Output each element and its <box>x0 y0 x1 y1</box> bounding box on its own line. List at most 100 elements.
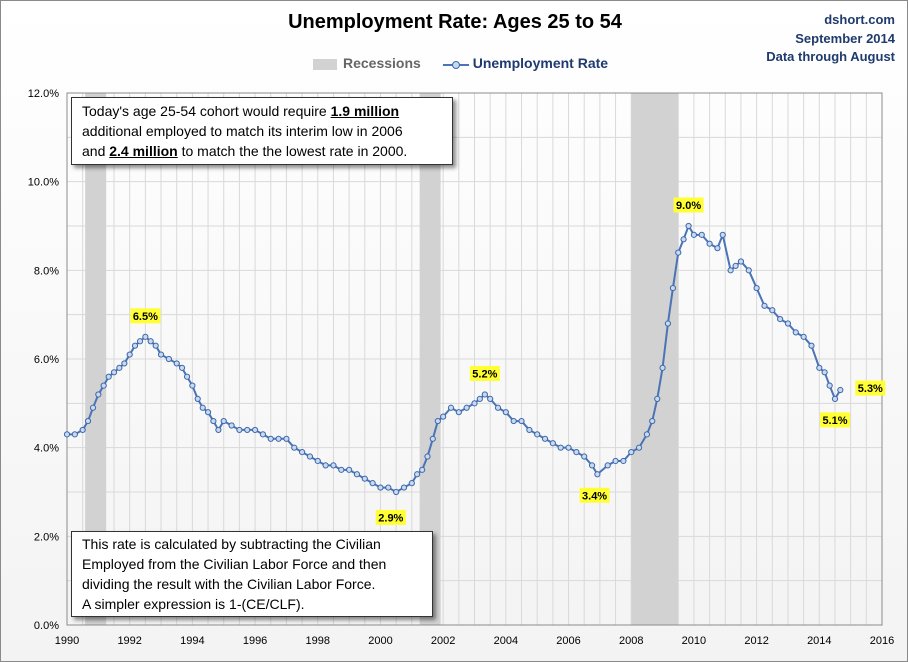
x-tick-label: 1994 <box>180 635 204 647</box>
data-point <box>792 329 799 336</box>
data-point <box>116 364 123 371</box>
value-callout: 9.0% <box>673 197 704 213</box>
data-point <box>769 307 776 314</box>
data-point <box>690 231 698 238</box>
data-point <box>434 417 441 425</box>
data-point <box>121 360 128 367</box>
data-point <box>393 488 400 496</box>
data-point <box>79 426 86 434</box>
data-point <box>244 426 251 434</box>
callout-background <box>130 308 161 324</box>
data-point <box>654 395 661 402</box>
callout-background <box>855 380 886 396</box>
callout-label: 2.9% <box>378 512 403 524</box>
x-tick-label: 1996 <box>243 635 267 647</box>
note-bottom-line-1: This rate is calculated by subtracting t… <box>82 536 381 552</box>
note-top-line-1: Today's age 25-54 cohort would require 1… <box>82 101 446 121</box>
data-point <box>400 484 408 491</box>
data-point <box>178 364 186 371</box>
data-point <box>664 320 672 327</box>
data-point <box>784 320 792 327</box>
data-point <box>549 440 556 447</box>
data-point <box>831 395 839 402</box>
x-tick-label: 2010 <box>682 635 706 647</box>
data-point <box>306 453 314 460</box>
data-point <box>199 404 206 411</box>
data-point <box>534 431 541 438</box>
data-point <box>429 435 436 442</box>
data-point <box>275 435 282 442</box>
data-point <box>105 373 112 380</box>
note-box-top: Today's age 25-54 cohort would require 1… <box>71 97 453 165</box>
data-point <box>71 431 78 438</box>
x-tick-label: 1990 <box>55 635 79 647</box>
data-point <box>800 333 807 340</box>
data-point <box>215 426 222 434</box>
data-point <box>131 342 139 349</box>
data-point <box>732 262 739 269</box>
data-point <box>604 462 611 469</box>
callout-background <box>469 365 500 381</box>
data-point <box>821 369 828 376</box>
data-point <box>494 404 502 411</box>
data-point <box>659 364 666 371</box>
data-point <box>777 316 784 323</box>
chart-title: Unemployment Rate: Ages 25 to 54 <box>288 11 622 33</box>
data-point <box>136 338 144 345</box>
data-point <box>588 462 596 469</box>
publication-date: September 2014 <box>795 31 895 46</box>
data-point <box>330 462 337 469</box>
data-point <box>649 417 656 425</box>
y-tick-label: 10.0% <box>28 177 59 189</box>
data-point <box>220 417 227 425</box>
data-point <box>63 431 71 438</box>
x-tick-label: 2016 <box>870 635 894 647</box>
callout-background <box>579 487 610 503</box>
legend-item-rate: Unemployment Rate <box>442 55 608 71</box>
data-point <box>189 382 196 389</box>
axis-tick-labels: 1990 1992 1994 1996 1998 2000 2002 2004 2006 2008… <box>28 88 894 647</box>
value-callout: 5.2% <box>469 365 500 381</box>
data-point <box>698 231 705 238</box>
data-point <box>581 453 588 460</box>
value-callout: 5.1% <box>819 412 850 428</box>
x-tick-label: 2004 <box>494 635 518 647</box>
callout-label: 5.1% <box>822 415 847 427</box>
recession-band <box>419 93 441 625</box>
data-point <box>228 422 235 429</box>
data-point <box>424 453 431 460</box>
source-label: dshort.com <box>824 12 895 27</box>
recession-swatch-icon <box>313 59 337 71</box>
data-point <box>745 267 752 274</box>
data-point <box>126 351 133 358</box>
data-point <box>753 284 760 292</box>
data-point <box>487 395 494 402</box>
data-point <box>110 369 118 376</box>
x-tick-label: 2012 <box>744 635 768 647</box>
data-coverage: Data through August <box>766 49 895 64</box>
note-top-figure-2: 2.4 million <box>109 143 178 159</box>
data-point <box>142 333 149 340</box>
plot-area-border <box>66 92 883 626</box>
recession-band <box>631 93 679 625</box>
data-point <box>510 417 517 425</box>
value-callout: 2.9% <box>375 509 406 525</box>
data-point <box>165 355 172 363</box>
data-point <box>283 435 290 442</box>
data-point <box>385 484 392 491</box>
data-point <box>471 400 478 407</box>
series-markers <box>63 222 844 496</box>
x-tick-label: 2000 <box>368 635 392 647</box>
callout-label: 6.5% <box>133 311 158 323</box>
data-point <box>837 386 844 394</box>
data-point <box>147 338 154 345</box>
data-point <box>714 245 721 252</box>
data-point <box>100 382 107 389</box>
note-bottom-line-4: A simpler expression is 1-(CE/CLF). <box>82 596 305 612</box>
value-callout: 3.4% <box>579 487 610 503</box>
data-point <box>298 449 306 456</box>
note-top-text: Today's age 25-54 cohort would require <box>82 103 331 119</box>
x-tick-label: 2008 <box>619 635 643 647</box>
data-point <box>346 466 353 473</box>
